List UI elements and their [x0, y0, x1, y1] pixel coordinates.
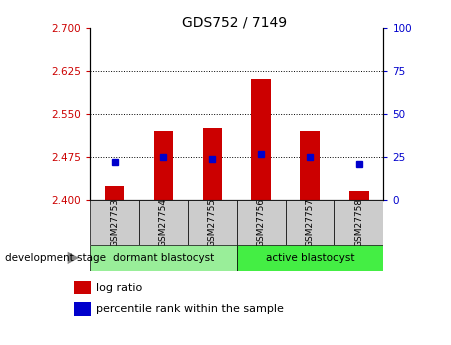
Text: GSM27754: GSM27754	[159, 198, 168, 247]
Bar	[252, 79, 271, 200]
Text: log ratio: log ratio	[96, 283, 143, 293]
Bar	[237, 245, 383, 271]
Text: development stage: development stage	[5, 253, 106, 263]
Text: GSM27757: GSM27757	[306, 198, 314, 247]
Bar	[285, 200, 335, 245]
Bar	[139, 200, 188, 245]
Bar	[188, 200, 237, 245]
Bar	[335, 200, 383, 245]
Text: dormant blastocyst: dormant blastocyst	[113, 253, 214, 263]
Text: GSM27753: GSM27753	[110, 198, 119, 247]
Bar	[90, 245, 237, 271]
Bar	[237, 200, 285, 245]
Bar	[300, 131, 320, 200]
Bar	[74, 281, 92, 295]
Text: GSM27758: GSM27758	[354, 198, 364, 247]
Text: GSM27756: GSM27756	[257, 198, 266, 247]
Bar	[74, 302, 92, 316]
Text: GDS752 / 7149: GDS752 / 7149	[182, 16, 287, 30]
Bar	[154, 131, 173, 200]
Text: active blastocyst: active blastocyst	[266, 253, 354, 263]
Bar	[202, 128, 222, 200]
Text: percentile rank within the sample: percentile rank within the sample	[96, 304, 284, 314]
Bar	[349, 191, 369, 200]
Text: GSM27755: GSM27755	[208, 198, 217, 247]
Bar	[90, 200, 139, 245]
Bar	[105, 186, 124, 200]
